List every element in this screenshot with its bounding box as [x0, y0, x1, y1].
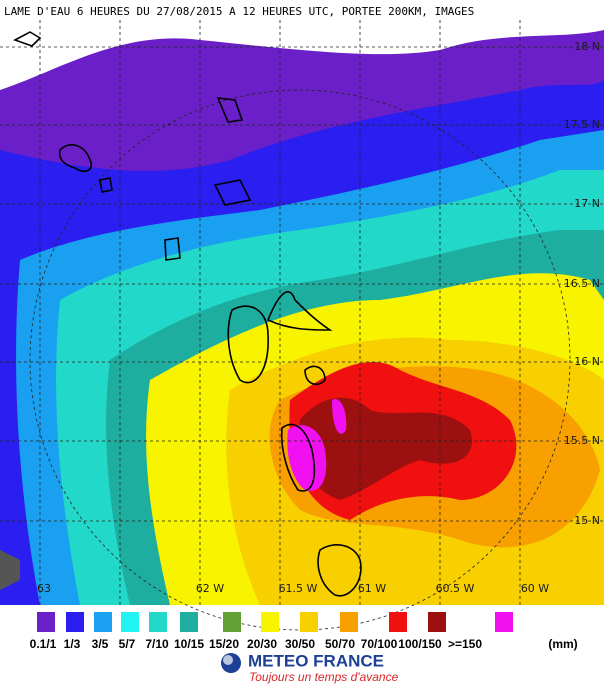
- island: [317, 544, 362, 597]
- legend-label: 0.1/1: [30, 637, 57, 651]
- longitude-label: 63: [37, 582, 51, 595]
- legend-label: 100/150: [398, 637, 442, 651]
- legend-swatch: [180, 612, 198, 632]
- logo-tagline: Toujours un temps d'avance: [249, 670, 399, 684]
- island: [213, 179, 252, 206]
- island: [99, 177, 113, 193]
- latitude-label: 17.5 N: [564, 118, 600, 131]
- longitude-label: 60.5 W: [436, 582, 475, 595]
- legend-label: 3/5: [92, 637, 109, 651]
- map-title: LAME D'EAU 6 HEURES DU 27/08/2015 A 12 H…: [4, 5, 474, 18]
- rain-area: [287, 425, 327, 491]
- legend-swatch: [495, 612, 513, 632]
- grid: [0, 20, 604, 631]
- legend-swatch: [121, 612, 139, 632]
- legend-label: >=150: [448, 637, 482, 651]
- island: [164, 237, 181, 261]
- island: [58, 144, 93, 172]
- legend-swatch: [340, 612, 358, 632]
- longitude-label: 60 W: [521, 582, 549, 595]
- logo: METEO FRANCE Toujours un temps d'avance: [221, 651, 399, 684]
- legend-swatch: [66, 612, 84, 632]
- latitude-label: 15 N: [574, 514, 600, 527]
- legend-label: 1/3: [64, 637, 81, 651]
- range-ring: [29, 89, 571, 631]
- legend-label: 20/30: [247, 637, 277, 651]
- island: [13, 31, 42, 47]
- legend-label: 15/20: [209, 637, 239, 651]
- legend-label: 10/15: [174, 637, 204, 651]
- legend-label: 5/7: [119, 637, 136, 651]
- legend-swatch: [223, 612, 241, 632]
- island: [266, 291, 333, 331]
- rain-area: [332, 399, 347, 434]
- latitude-label: 18 N: [574, 40, 600, 53]
- legend-swatch: [94, 612, 112, 632]
- logo-name: METEO FRANCE: [248, 651, 384, 670]
- latitude-label: 16.5 N: [564, 277, 600, 290]
- legend-label: 70/100: [361, 637, 398, 651]
- legend-swatch: [389, 612, 407, 632]
- legend-swatch: [37, 612, 55, 632]
- legend: 0.1/1 1/3 3/5 5/7 7/10 10/15 15/20 20/30 30/50 50…: [30, 612, 513, 651]
- island: [280, 423, 316, 492]
- legend-swatch: [261, 612, 279, 632]
- legend-unit: (mm): [548, 637, 577, 651]
- latitude-label: 16 N: [574, 355, 600, 368]
- logo-icon: [223, 655, 233, 665]
- legend-swatch: [428, 612, 446, 632]
- latitude-label: 15.5 N: [564, 434, 600, 447]
- legend-swatch: [149, 612, 167, 632]
- island: [227, 305, 269, 384]
- longitude-label: 61 W: [358, 582, 386, 595]
- longitude-label: 61.5 W: [279, 582, 318, 595]
- map-marker: [0, 550, 20, 590]
- radar-map: [0, 20, 604, 631]
- island: [304, 365, 326, 386]
- legend-label: 30/50: [285, 637, 315, 651]
- latitude-label: 17 N: [574, 197, 600, 210]
- coordinate-labels: 18 N 17.5 N 17 N 16.5 N 16 N 15.5 N 15 N 63 62 W…: [37, 40, 600, 595]
- longitude-label: 62 W: [196, 582, 224, 595]
- legend-swatch: [300, 612, 318, 632]
- island: [216, 97, 244, 123]
- legend-label: 50/70: [325, 637, 355, 651]
- islands: [13, 31, 362, 597]
- legend-label: 7/10: [145, 637, 169, 651]
